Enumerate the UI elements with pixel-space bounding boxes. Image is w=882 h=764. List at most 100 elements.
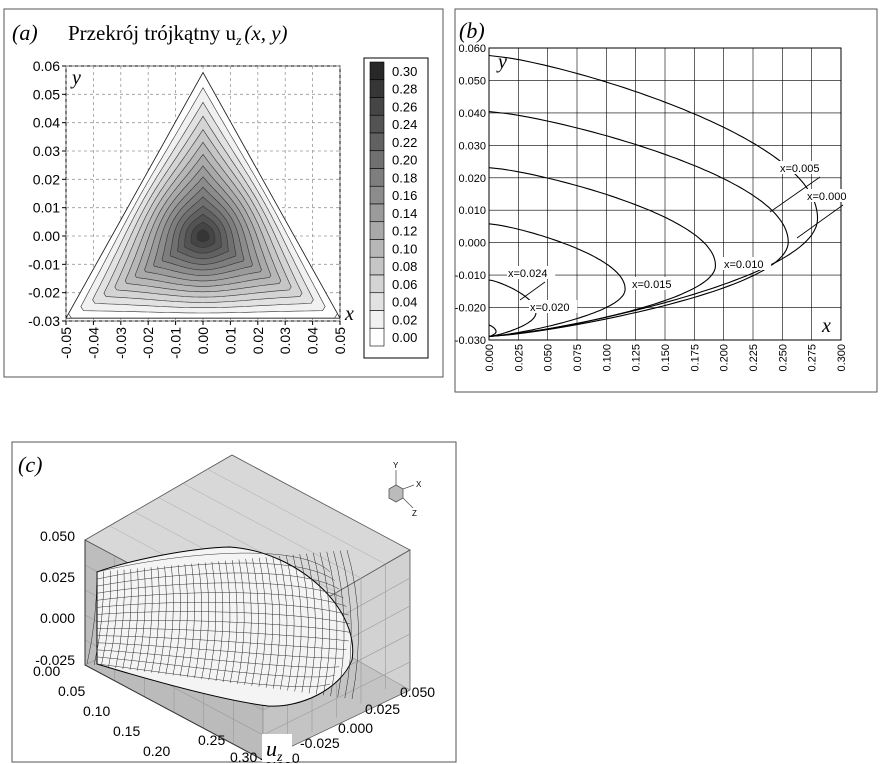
panel-c-zlabel: uz [266, 736, 283, 764]
curve-label-leader [769, 176, 821, 213]
legend-label: 0.16 [392, 188, 417, 203]
series-line [489, 324, 497, 337]
surface-mesh-line [258, 557, 266, 687]
legend-swatch [369, 203, 385, 223]
panel-c-axis-triad: Y X Z [388, 461, 422, 518]
legend-swatch [369, 310, 385, 329]
x-tick-label: 0.000 [484, 344, 496, 372]
surface-mesh-line [285, 555, 295, 691]
curve-label-bg [529, 300, 578, 313]
curve-label-bg [779, 161, 828, 174]
triangle-outline [66, 71, 340, 319]
curve-label: x=0.020 [530, 302, 569, 314]
surface-mesh-line [272, 556, 281, 689]
surface-mesh-line [108, 570, 118, 667]
surface-mesh-line [144, 567, 153, 672]
surface-mesh-line [115, 569, 125, 668]
surface-mesh-line [96, 656, 335, 678]
y-tick-label: -0.020 [455, 303, 486, 315]
x-tick-label: 0.03 [277, 327, 293, 354]
wall-grid-line [262, 661, 411, 736]
panel-c-tag: (c) [18, 452, 42, 477]
x-tick-label: -0.02 [140, 327, 156, 359]
surface-mesh-line [129, 568, 139, 670]
surface-mesh-line [96, 592, 347, 607]
x-tick-label: 0.100 [601, 344, 613, 372]
legend-swatch [369, 168, 385, 187]
series-line [489, 167, 716, 337]
x-tick-label: 0.025 [365, 701, 400, 717]
y-tick-label: 0.060 [458, 43, 486, 55]
y-tick-label: 0.01 [33, 200, 60, 216]
triad-label: Y [393, 461, 399, 470]
triad-label: X [416, 480, 422, 489]
surface-mesh-line [122, 569, 132, 669]
surface-mesh-line [340, 550, 352, 699]
panel-a: (a) Przekrój trójkątny uz (x, y) -0.03-0.… [3, 8, 444, 378]
panel-b-tag: (b) [459, 18, 485, 43]
curve-label: x=0.024 [508, 268, 547, 280]
legend-swatch [369, 97, 385, 116]
legend-swatch [369, 150, 385, 169]
x-tick-label: -0.01 [168, 327, 184, 359]
legend-swatch [369, 79, 385, 98]
panel-a-title: Przekrój trójkątny uz (x, y) [68, 21, 288, 49]
curve-label-leader [519, 281, 546, 301]
triad-label: Z [412, 509, 417, 518]
surface-mesh-line [265, 557, 273, 688]
x-tick-label: 0.000 [338, 720, 373, 736]
legend-swatch [369, 61, 385, 81]
surface-mesh-line [96, 642, 344, 659]
u-tick-label: 0.30 [230, 749, 257, 764]
legend-swatch [369, 239, 385, 258]
series-line [489, 223, 626, 337]
triad-cube [388, 484, 404, 503]
surface-mesh-line [194, 563, 202, 679]
legend-label: 0.06 [392, 277, 417, 292]
u-tick-label: 0.00 [33, 663, 60, 679]
surface-mesh-line [326, 551, 338, 697]
x-tick-label: 0.200 [719, 344, 731, 372]
x-tick-label: 0.01 [222, 327, 238, 354]
curve-label: x=0.015 [632, 279, 671, 291]
x-tick-label: 0.300 [836, 344, 848, 372]
legend-swatch [369, 185, 385, 205]
panel-a-y-ticks: -0.03 -0.02 -0.01 0.00 0.01 0.02 0.03 0.04 0.05 0… [28, 58, 66, 329]
legend-swatch [369, 256, 385, 276]
series-line [489, 111, 789, 337]
y-tick-label: 0.06 [33, 58, 60, 74]
u-tick-label: 0.20 [143, 743, 170, 759]
x-tick-label: -0.025 [300, 735, 340, 751]
x-tick-label: 0.275 [807, 344, 819, 372]
panel-c: (c) 0.0500.0250.000-0.0250.000.050.100.1… [11, 441, 457, 764]
panel-c-zlabel-bg [262, 734, 292, 762]
x-tick-label: 0.150 [660, 344, 672, 372]
box-edge [84, 540, 264, 761]
surface-mesh-line [96, 582, 344, 599]
surface-mesh-line [244, 558, 252, 685]
surface-mesh-line [279, 555, 288, 690]
y-tick-label: -0.01 [28, 256, 60, 272]
y-tick-label: -0.02 [28, 285, 60, 301]
panel-a-xlabel: x [344, 303, 354, 325]
y-tick-label: 0.025 [40, 569, 75, 585]
triad-axis [402, 484, 415, 490]
x-tick-label: 0.175 [689, 344, 701, 372]
surface-mesh-line [96, 601, 349, 616]
surface-mesh-line [96, 620, 350, 633]
x-tick-label: 0.125 [631, 344, 643, 372]
panel-a-tag: (a) [12, 20, 38, 45]
surface-mesh-line [319, 552, 331, 696]
y-tick-label: 0.020 [458, 173, 486, 185]
surface-mesh-line [96, 635, 347, 650]
panel-c-surface [86, 546, 359, 707]
surface-mesh-line [165, 565, 174, 675]
surface-mesh-line [93, 571, 105, 666]
surface-mesh-line [86, 571, 98, 665]
surface-mesh-line [229, 560, 238, 683]
legend-label: 0.12 [392, 224, 417, 239]
y-tick-label: 0.010 [458, 205, 486, 217]
x-tick-label: 0.05 [332, 327, 348, 354]
wall-grid-line [182, 483, 362, 579]
legend-swatch [369, 221, 385, 240]
